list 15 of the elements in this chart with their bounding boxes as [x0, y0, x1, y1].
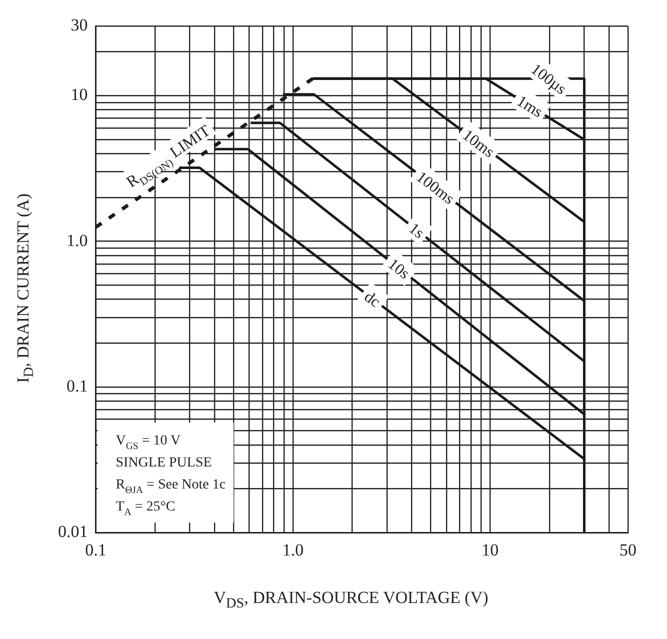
text: dc [360, 288, 384, 312]
y-tick-label: 1.0 [66, 230, 88, 250]
x-tick-label: 50 [620, 540, 636, 560]
annotation: SINGLE PULSE [116, 456, 212, 471]
y-tick-label: 0.01 [58, 522, 88, 542]
y-tick-label: 30 [70, 16, 88, 35]
x-tick-label: 1.0 [282, 540, 304, 560]
y-tick-label: 10 [70, 85, 88, 104]
x-axis-title: V$_{DS}$, DRAIN-SOURCE VOLTAGE (V) [212, 588, 490, 612]
x-tick-label: 10 [482, 540, 499, 560]
text: 1s [405, 220, 428, 242]
text: 10s [384, 256, 412, 283]
y-tick-label: 0.1 [66, 376, 88, 396]
x-tick-label: 0.1 [85, 540, 106, 560]
text: 10ms [459, 126, 498, 162]
